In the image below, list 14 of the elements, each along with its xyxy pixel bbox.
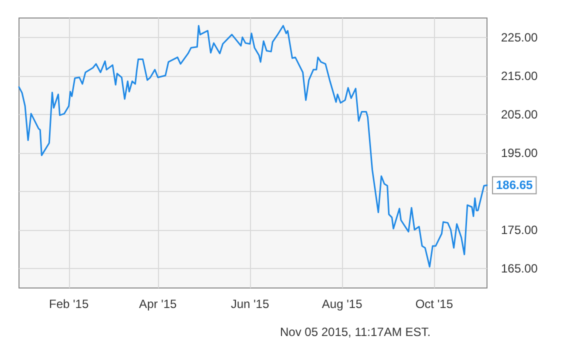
- y-tick-label: 205.00: [501, 107, 538, 122]
- line-series: [18, 24, 488, 268]
- text: Nov 05 2015, 11:17AM EST.: [280, 325, 431, 339]
- x-tick-label: Oct '15: [415, 297, 454, 311]
- annotation: 186.65: [496, 178, 534, 192]
- y-tick-label: 225.00: [501, 30, 538, 44]
- x-tick-label: Apr '15: [139, 297, 178, 311]
- y-tick-label: 175.00: [501, 223, 538, 238]
- y-tick-label: 195.00: [501, 146, 538, 160]
- x-tick-label: Feb '15: [48, 297, 89, 311]
- y-tick-label: 165.00: [501, 262, 538, 276]
- y-tick-label: 215.00: [501, 68, 538, 83]
- x-tick-label: Aug '15: [322, 297, 363, 311]
- x-tick-label: Jun '15: [230, 297, 270, 311]
